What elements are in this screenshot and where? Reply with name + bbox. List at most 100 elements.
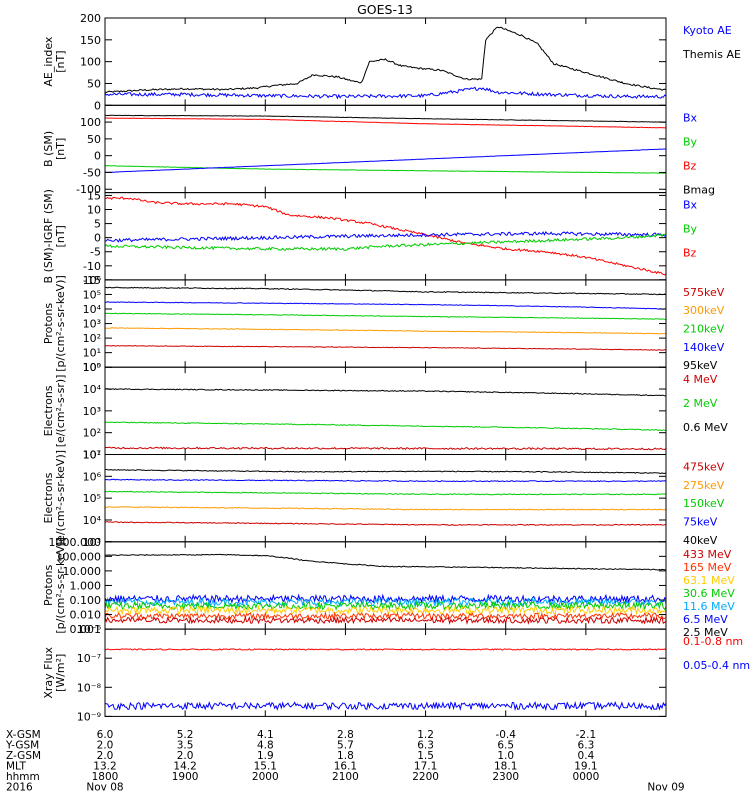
- legend-63-1-mev: 63.1 MeV: [683, 574, 735, 587]
- y-tick-label: 10⁴: [83, 303, 102, 316]
- y-axis-label: Protons[p/(cm²-s-sr-keV)]: [42, 275, 67, 372]
- series-95kev: [105, 286, 666, 296]
- y-tick-label: 10²: [83, 427, 101, 440]
- footer-value: 2.8: [337, 729, 354, 741]
- footer-value: 13.2: [93, 761, 116, 773]
- footer-value: 17.1: [414, 761, 437, 773]
- y-tick-label: 10⁷: [83, 449, 101, 462]
- series-433-mev: [105, 615, 666, 625]
- legend-2-5-mev: 2.5 MeV: [683, 626, 728, 639]
- y-tick-label: -50: [83, 166, 101, 179]
- footer-value: 2100: [332, 771, 359, 783]
- legend-95kev: 95keV: [683, 359, 718, 372]
- legend-475kev: 475keV: [683, 461, 725, 474]
- legend-0-1-0-8-nm: 0.1-0.8 nm: [683, 635, 743, 648]
- series-0-1-0-8-nm: [105, 648, 666, 651]
- series-150kev: [105, 490, 666, 496]
- series-bz: [105, 117, 666, 129]
- panel-8: 10⁻⁹ 10⁻⁸ 10⁻⁷ 10⁻⁶ Xray Flux[W/m²] 0.1-0.8 n…: [42, 623, 750, 723]
- panel-2: -100 -50 0 50 100 B (SM)[nT] Bx By Bz Bmag: [42, 104, 715, 196]
- legend-165-mev: 165 MeV: [683, 561, 732, 574]
- panel-5: 10¹ 10² 10³ 10⁴ 10⁵ Electrons[e/(cm²-s-sr)] 4 …: [42, 361, 728, 461]
- footer-value: -2.1: [576, 729, 597, 741]
- legend-11-6-mev: 11.6 MeV: [683, 600, 735, 613]
- legend-by: By: [683, 135, 698, 148]
- footer-value: 4.1: [257, 729, 274, 741]
- footer-value: 1.2: [417, 729, 434, 741]
- legend-210kev: 210keV: [683, 323, 725, 336]
- panel-4: 10⁰10¹10²10³10⁴10⁵10⁶Protons[p/(cm²-s-sr…: [42, 274, 725, 374]
- series-bz: [105, 196, 666, 276]
- footer-value: 2300: [492, 771, 519, 783]
- legend-4-mev: 4 MeV: [683, 373, 718, 386]
- y-tick-label: 10³: [83, 318, 101, 331]
- legend-575kev: 575keV: [683, 286, 725, 299]
- series-475kev: [105, 521, 666, 526]
- footer-value: 2.0: [177, 750, 194, 762]
- legend-bmag: Bmag: [683, 183, 715, 196]
- footer-value: 0.4: [578, 750, 595, 762]
- y-tick-label: 0.010: [70, 609, 102, 622]
- panel-frame: [104, 17, 667, 106]
- y-tick-label: 10¹: [83, 347, 101, 360]
- footer-value: 5.2: [177, 729, 194, 741]
- legend-2-mev: 2 MeV: [683, 397, 718, 410]
- panel-1: 0 50 100 150 200 AE_index[nT] Kyoto AE Themis A…: [42, 12, 741, 112]
- footer-value: 2.0: [97, 740, 114, 752]
- legend-275kev: 275keV: [683, 479, 725, 492]
- legend-0-05-0-4-nm: 0.05-0.4 nm: [683, 659, 750, 672]
- series-300kev: [105, 327, 666, 335]
- series-575kev: [105, 344, 666, 351]
- legend-300kev: 300keV: [683, 304, 725, 317]
- series-140kev: [105, 301, 666, 310]
- legend-themis-ae: Themis AE: [682, 48, 741, 61]
- footer-value: 0000: [573, 771, 600, 783]
- series-275kev: [105, 505, 666, 511]
- series-75kev: [105, 478, 666, 483]
- y-tick-label: 10⁻⁸: [77, 681, 102, 694]
- legend-0-6-mev: 0.6 MeV: [683, 421, 728, 434]
- legend-bx: Bx: [683, 111, 698, 124]
- footer-value: 18.1: [494, 761, 517, 773]
- series-2-5-mev: [105, 553, 666, 571]
- y-tick-label: 150: [80, 34, 101, 47]
- series-2-mev: [105, 421, 666, 432]
- footer-row-label-y-gsm: Y-GSM: [5, 740, 39, 752]
- series-by: [105, 233, 666, 252]
- y-tick-label: 100.000: [56, 550, 102, 563]
- panel-frame: [104, 366, 667, 456]
- footer-start-date: Nov 08: [86, 782, 123, 794]
- y-tick-label: 0: [94, 99, 101, 112]
- y-tick-label: -5: [90, 246, 101, 259]
- series-40kev: [105, 468, 666, 475]
- legend-by: By: [683, 223, 698, 236]
- footer-value: 14.2: [173, 761, 196, 773]
- footer-value: 19.1: [574, 761, 597, 773]
- y-tick-label: 10⁴: [83, 514, 102, 527]
- legend-bx: Bx: [683, 199, 698, 212]
- y-tick-label: 0: [94, 150, 101, 163]
- y-tick-label: 10⁵: [83, 492, 101, 505]
- y-tick-label: 100: [80, 116, 101, 129]
- y-tick-label: 100: [80, 56, 101, 69]
- y-tick-label: 200: [80, 12, 101, 25]
- legend-6-5-mev: 6.5 MeV: [683, 613, 728, 626]
- legend-150kev: 150keV: [683, 497, 725, 510]
- y-tick-label: 10⁰: [83, 361, 102, 374]
- footer-value: 1800: [92, 771, 119, 783]
- y-tick-label: 10⁻⁷: [77, 652, 101, 665]
- footer-value: 1.5: [417, 750, 434, 762]
- y-axis-label: Electrons[e/(cm²-s-sr-keV)]: [42, 450, 67, 546]
- footer-value: 1.0: [497, 750, 514, 762]
- y-tick-label: 10²: [83, 332, 101, 345]
- chart-title: GOES-13: [357, 2, 413, 17]
- y-tick-label: 10⁵: [83, 361, 101, 374]
- y-tick-label: 10⁻⁹: [77, 710, 101, 723]
- y-axis-label: AE_index[nT]: [42, 36, 67, 87]
- y-tick-label: 10.000: [63, 565, 102, 578]
- footer-year: 2016: [6, 782, 33, 794]
- series-0-05-0-4-nm: [105, 700, 666, 712]
- series-bx: [105, 148, 666, 173]
